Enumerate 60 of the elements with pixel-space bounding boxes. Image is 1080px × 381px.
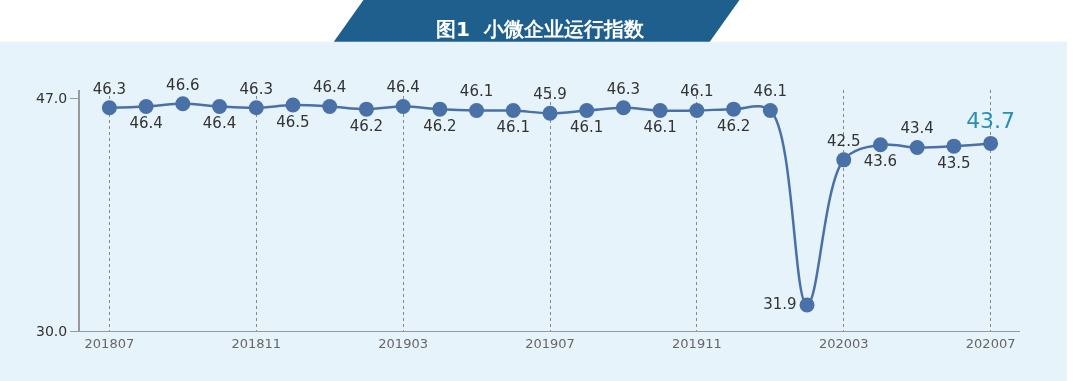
x-tick-label: 201911 — [672, 335, 722, 351]
data-label: 46.4 — [202, 114, 237, 133]
data-label: 46.1 — [496, 118, 530, 137]
data-label: 46.2 — [423, 116, 457, 135]
point — [432, 101, 448, 117]
data-label: 46.2 — [716, 116, 751, 135]
point — [248, 100, 264, 116]
point — [726, 101, 742, 117]
data-label: 46.4 — [129, 114, 163, 133]
point — [579, 103, 595, 119]
x-tick-label: 201903 — [378, 335, 428, 351]
data-label: 43.5 — [937, 153, 971, 172]
point — [285, 97, 301, 113]
chart-title: 图1 小微企业运行指数 — [436, 17, 645, 41]
data-label: 46.4 — [312, 78, 347, 97]
point — [836, 152, 852, 168]
point — [175, 96, 191, 112]
point — [689, 103, 705, 119]
point — [983, 135, 999, 151]
point — [946, 138, 962, 154]
point — [615, 100, 631, 116]
data-label: 46.1 — [459, 82, 494, 101]
data-label: 46.2 — [349, 116, 384, 135]
point — [872, 137, 888, 153]
data-label: 46.1 — [680, 82, 714, 101]
data-label: 46.1 — [753, 82, 788, 101]
x-tick-label: 202007 — [965, 335, 1016, 351]
point — [799, 297, 815, 313]
point — [652, 103, 668, 119]
point — [138, 98, 154, 114]
point — [762, 103, 778, 119]
point — [909, 140, 925, 155]
x-tick-label: 201807 — [84, 335, 135, 351]
x-tick-label: 201811 — [231, 335, 282, 351]
point — [505, 103, 521, 119]
data-label: 46.1 — [570, 118, 604, 137]
y-tick-label: 30.0 — [36, 322, 68, 339]
point — [212, 98, 228, 114]
x-tick-label: 202003 — [818, 335, 869, 351]
y-tick-label: 47.0 — [36, 90, 68, 107]
data-label: 43.4 — [900, 119, 934, 138]
data-label: 46.1 — [643, 118, 677, 137]
point — [322, 98, 338, 114]
data-label: 31.9 — [763, 294, 797, 313]
data-label: 46.3 — [606, 79, 641, 98]
point — [101, 100, 117, 116]
data-label: 42.5 — [827, 131, 861, 150]
point — [358, 101, 374, 117]
data-label: 45.9 — [533, 85, 567, 104]
data-label: 46.4 — [386, 78, 420, 97]
point — [542, 105, 558, 121]
x-tick-label: 201907 — [525, 335, 575, 351]
point — [395, 98, 411, 114]
data-label: 46.6 — [166, 75, 200, 94]
data-label: 43.6 — [863, 152, 898, 171]
data-label: 43.7 — [966, 107, 1016, 133]
data-label: 46.3 — [239, 79, 273, 98]
data-label: 46.3 — [92, 79, 127, 98]
data-label: 46.5 — [276, 112, 310, 131]
point — [469, 103, 485, 119]
